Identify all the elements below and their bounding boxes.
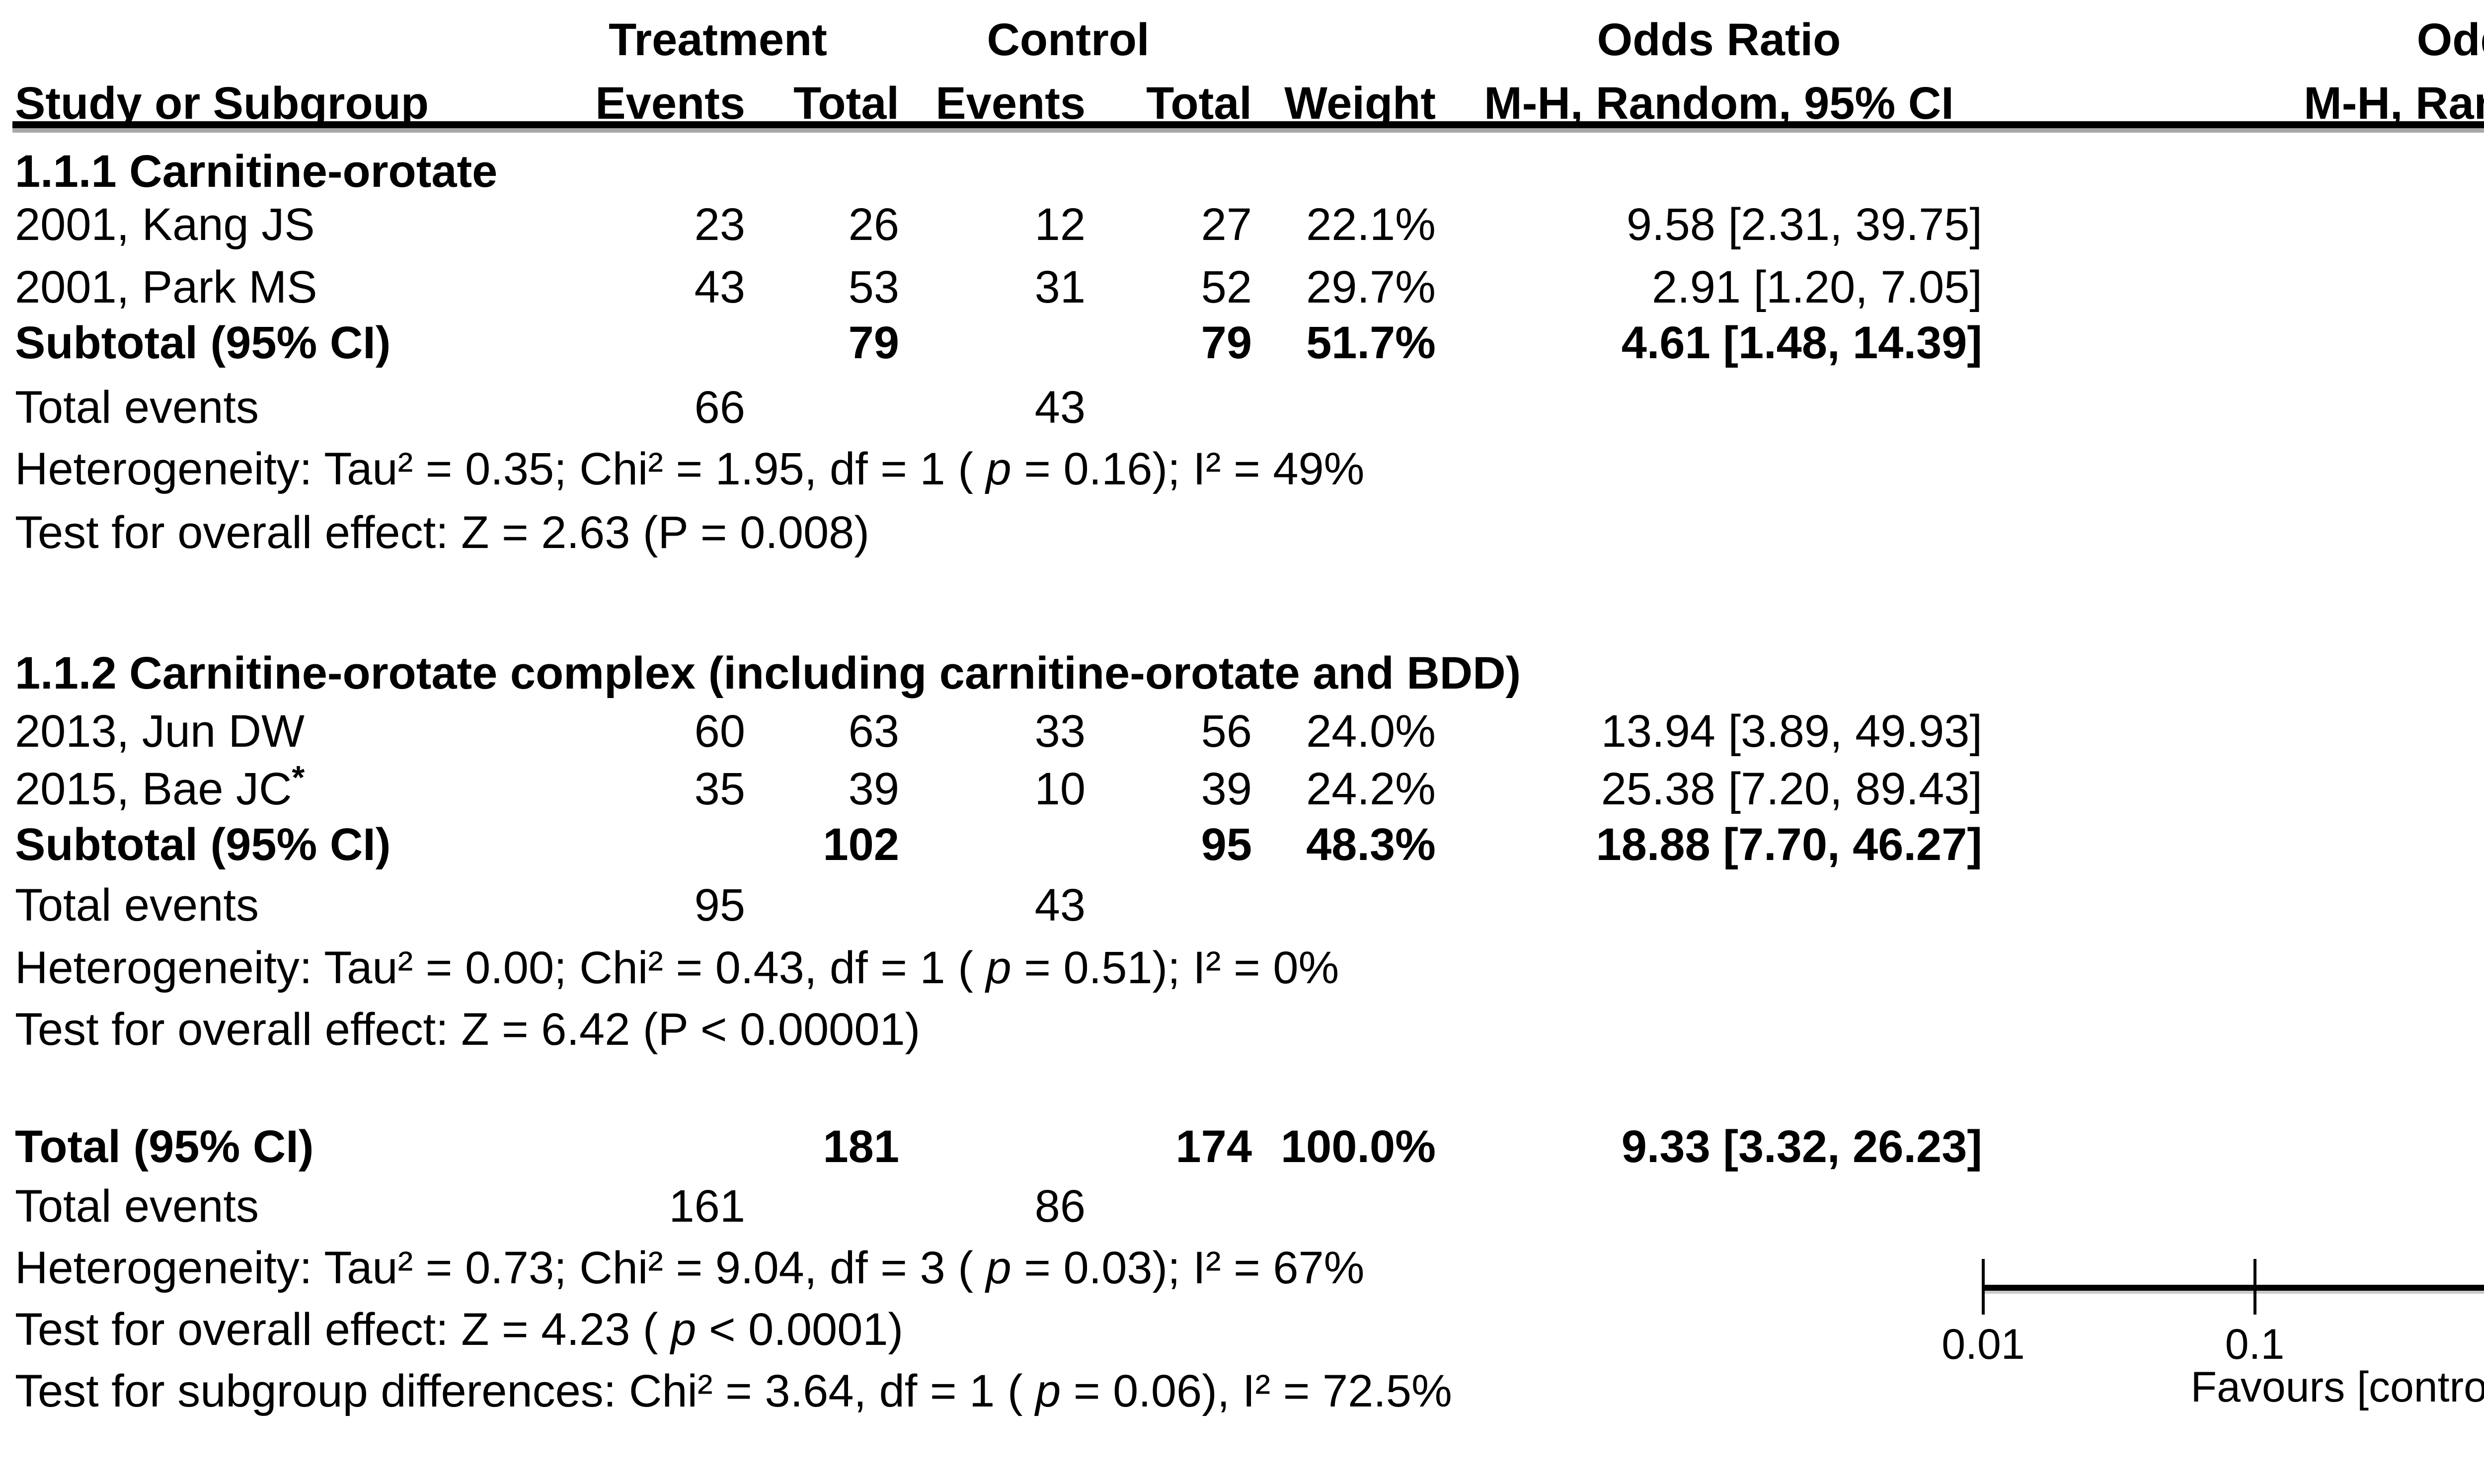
cell-control-events: 43 [1034, 880, 1086, 931]
asterisk-footnote-marker: * [292, 759, 305, 796]
x-tick-label-0.01: 0.01 [1941, 1321, 2025, 1368]
header-rule [12, 121, 2484, 128]
cell-odds-ratio-ci: 13.94 [3.89, 49.93] [1601, 706, 1982, 757]
control-events-column-header: Events [935, 78, 1086, 129]
italic-p: p [671, 1304, 697, 1355]
study-label: 2001, Park MS [15, 262, 317, 312]
pooled-row-label: Subtotal (95% CI) [15, 317, 391, 368]
cell-weight: 100.0% [1280, 1121, 1436, 1172]
study-label: 2001, Kang JS [15, 199, 315, 250]
odds-ratio-plot-column-title: Odds Ratio [2416, 14, 2484, 65]
italic-p: p [986, 942, 1011, 993]
cell-treatment-events: 161 [669, 1181, 746, 1232]
pooled-row-label: Total (95% CI) [15, 1121, 314, 1172]
x-tick-0.1 [2253, 1259, 2256, 1315]
cell-control-total: 27 [1201, 199, 1252, 250]
cell-control-events: 10 [1034, 764, 1086, 814]
cell-weight: 29.7% [1306, 262, 1436, 312]
cell-weight: 48.3% [1306, 819, 1436, 870]
odds-ratio-text-column-subtitle: M-H, Random, 95% CI [1484, 78, 1954, 129]
cell-odds-ratio-ci: 4.61 [1.48, 14.39] [1621, 317, 1982, 368]
statistics-line: Heterogeneity: Tau² = 0.73; Chi² = 9.04,… [15, 1243, 1365, 1293]
favours-control-label: Favours [control] [2190, 1363, 2484, 1411]
cell-treatment-events: 60 [694, 706, 745, 757]
weight-column-header: Weight [1284, 78, 1436, 129]
cell-treatment-events: 23 [694, 199, 745, 250]
x-axis-shadow [1982, 1291, 2484, 1294]
header-rule-shadow [12, 128, 2484, 133]
cell-control-events: 43 [1034, 382, 1086, 433]
statistics-line: Test for overall effect: Z = 2.63 (P = 0… [15, 507, 869, 558]
cell-treatment-events: 95 [694, 880, 745, 931]
statistics-line: Test for overall effect: Z = 6.42 (P < 0… [15, 1004, 921, 1055]
control-total-column-header: Total [1146, 78, 1252, 129]
control-group-header: Control [987, 14, 1150, 65]
total-events-label: Total events [15, 1181, 259, 1232]
italic-p: p [1035, 1366, 1061, 1416]
x-tick-label-0.1: 0.1 [2225, 1321, 2285, 1368]
statistics-line: Test for overall effect: Z = 4.23 ( p < … [15, 1304, 904, 1355]
cell-treatment-total: 102 [823, 819, 900, 870]
cell-odds-ratio-ci: 25.38 [7.20, 89.43] [1601, 764, 1982, 814]
odds-ratio-text-column-title: Odds Ratio [1597, 14, 1841, 65]
cell-control-total: 95 [1201, 819, 1252, 870]
treatment-group-header: Treatment [609, 14, 827, 65]
statistics-line: Heterogeneity: Tau² = 0.00; Chi² = 0.43,… [15, 942, 1339, 993]
cell-treatment-total: 63 [848, 706, 899, 757]
cell-treatment-total: 79 [848, 317, 899, 368]
cell-control-events: 12 [1034, 199, 1086, 250]
x-axis-line [1982, 1285, 2484, 1291]
subgroup-heading: 1.1.2 Carnitine-orotate complex (includi… [15, 648, 1521, 699]
cell-treatment-events: 66 [694, 382, 745, 433]
cell-weight: 24.2% [1306, 764, 1436, 814]
cell-control-events: 33 [1034, 706, 1086, 757]
cell-control-total: 39 [1201, 764, 1252, 814]
cell-control-total: 52 [1201, 262, 1252, 312]
total-events-label: Total events [15, 880, 259, 931]
subgroup-heading: 1.1.1 Carnitine-orotate [15, 146, 498, 197]
italic-p: p [986, 1243, 1011, 1293]
treatment-total-column-header: Total [793, 78, 899, 129]
cell-treatment-total: 39 [848, 764, 899, 814]
statistics-line: Test for subgroup differences: Chi² = 3.… [15, 1366, 1452, 1416]
cell-control-total: 79 [1201, 317, 1252, 368]
cell-weight: 51.7% [1306, 317, 1436, 368]
cell-weight: 22.1% [1306, 199, 1436, 250]
pooled-row-label: Subtotal (95% CI) [15, 819, 391, 870]
statistics-line: Heterogeneity: Tau² = 0.35; Chi² = 1.95,… [15, 444, 1365, 494]
cell-weight: 24.0% [1306, 706, 1436, 757]
cell-treatment-events: 43 [694, 262, 745, 312]
x-tick-label-1: 1 [2442, 1320, 2484, 1369]
cell-odds-ratio-ci: 18.88 [7.70, 46.27] [1596, 819, 1982, 870]
italic-p: p [986, 444, 1011, 494]
cell-odds-ratio-ci: 2.91 [1.20, 7.05] [1652, 262, 1982, 312]
cell-treatment-total: 53 [848, 262, 899, 312]
x-tick-0.01 [1982, 1259, 1985, 1315]
cell-control-events: 86 [1034, 1181, 1086, 1232]
study-label: 2013, Jun DW [15, 706, 305, 757]
treatment-events-column-header: Events [595, 78, 745, 129]
cell-control-total: 56 [1201, 706, 1252, 757]
cell-control-total: 174 [1175, 1121, 1252, 1172]
cell-treatment-total: 181 [823, 1121, 900, 1172]
total-events-label: Total events [15, 382, 259, 433]
cell-treatment-events: 35 [694, 764, 745, 814]
study-column-header: Study or Subgroup [15, 78, 429, 129]
odds-ratio-plot-column-subtitle: M-H, Random, 95% CI [2304, 78, 2484, 129]
cell-treatment-total: 26 [848, 199, 899, 250]
cell-odds-ratio-ci: 9.58 [2.31, 39.75] [1626, 199, 1982, 250]
cell-odds-ratio-ci: 9.33 [3.32, 26.23] [1621, 1121, 1982, 1172]
study-label: 2015, Bae JC* [15, 759, 305, 814]
cell-control-events: 31 [1034, 262, 1086, 312]
